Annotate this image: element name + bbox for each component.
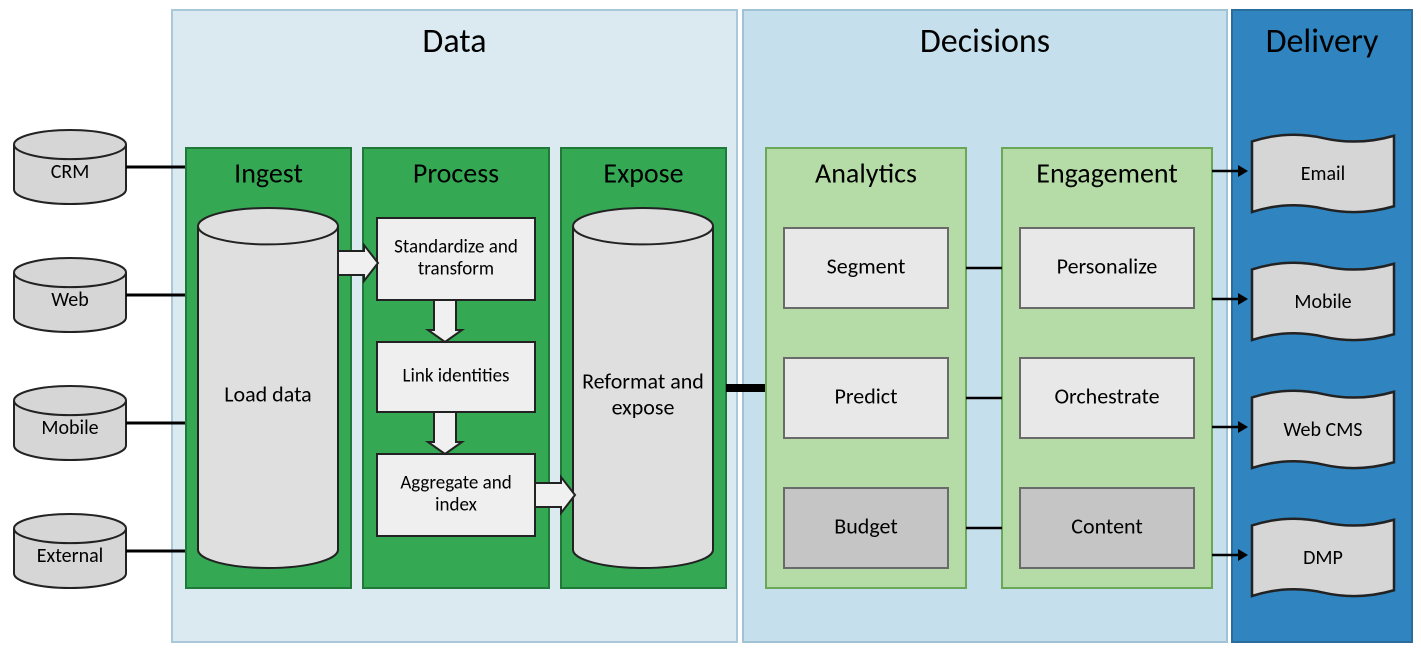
delivery-label-mobile: Mobile bbox=[1294, 290, 1351, 314]
process-label-0: Standardize and bbox=[394, 236, 518, 259]
process-label-0: transform bbox=[418, 258, 494, 281]
engagement-label-content: Content bbox=[1071, 512, 1143, 539]
source-label-external: External bbox=[37, 544, 104, 568]
engagement-label-personalize: Personalize bbox=[1057, 252, 1158, 279]
cylinder-label-expose: Reformat and bbox=[582, 367, 704, 394]
engagement-label-orchestrate: Orchestrate bbox=[1054, 382, 1159, 409]
process-label-1: Link identities bbox=[403, 365, 510, 388]
process-label-2: Aggregate and bbox=[400, 472, 511, 495]
source-label-crm: CRM bbox=[51, 160, 90, 184]
stage-title-process: Process bbox=[413, 156, 499, 191]
section-title-delivery: Delivery bbox=[1266, 21, 1379, 62]
section-title-data: Data bbox=[422, 21, 486, 62]
section-title-decisions: Decisions bbox=[920, 21, 1050, 62]
stage-title-ingest: Ingest bbox=[234, 156, 303, 191]
source-label-mobile: Mobile bbox=[41, 416, 98, 440]
delivery-label-dmp: DMP bbox=[1303, 546, 1343, 570]
panel-title-analytics: Analytics bbox=[815, 156, 917, 191]
cylinder-label-expose: expose bbox=[612, 393, 675, 420]
cylinder-label-ingest: Load data bbox=[224, 380, 311, 407]
delivery-label-email: Email bbox=[1301, 162, 1346, 186]
process-label-2: index bbox=[435, 494, 477, 517]
analytics-label-segment: Segment bbox=[827, 252, 906, 279]
delivery-label-web-cms: Web CMS bbox=[1284, 418, 1363, 442]
analytics-label-budget: Budget bbox=[834, 512, 897, 539]
stage-title-expose: Expose bbox=[603, 156, 683, 191]
diagram-canvas: Data Decisions Delivery CRM Web Mobile Externa… bbox=[0, 0, 1421, 655]
panel-title-engagement: Engagement bbox=[1036, 156, 1177, 191]
source-label-web: Web bbox=[51, 288, 89, 312]
analytics-label-predict: Predict bbox=[835, 382, 898, 409]
